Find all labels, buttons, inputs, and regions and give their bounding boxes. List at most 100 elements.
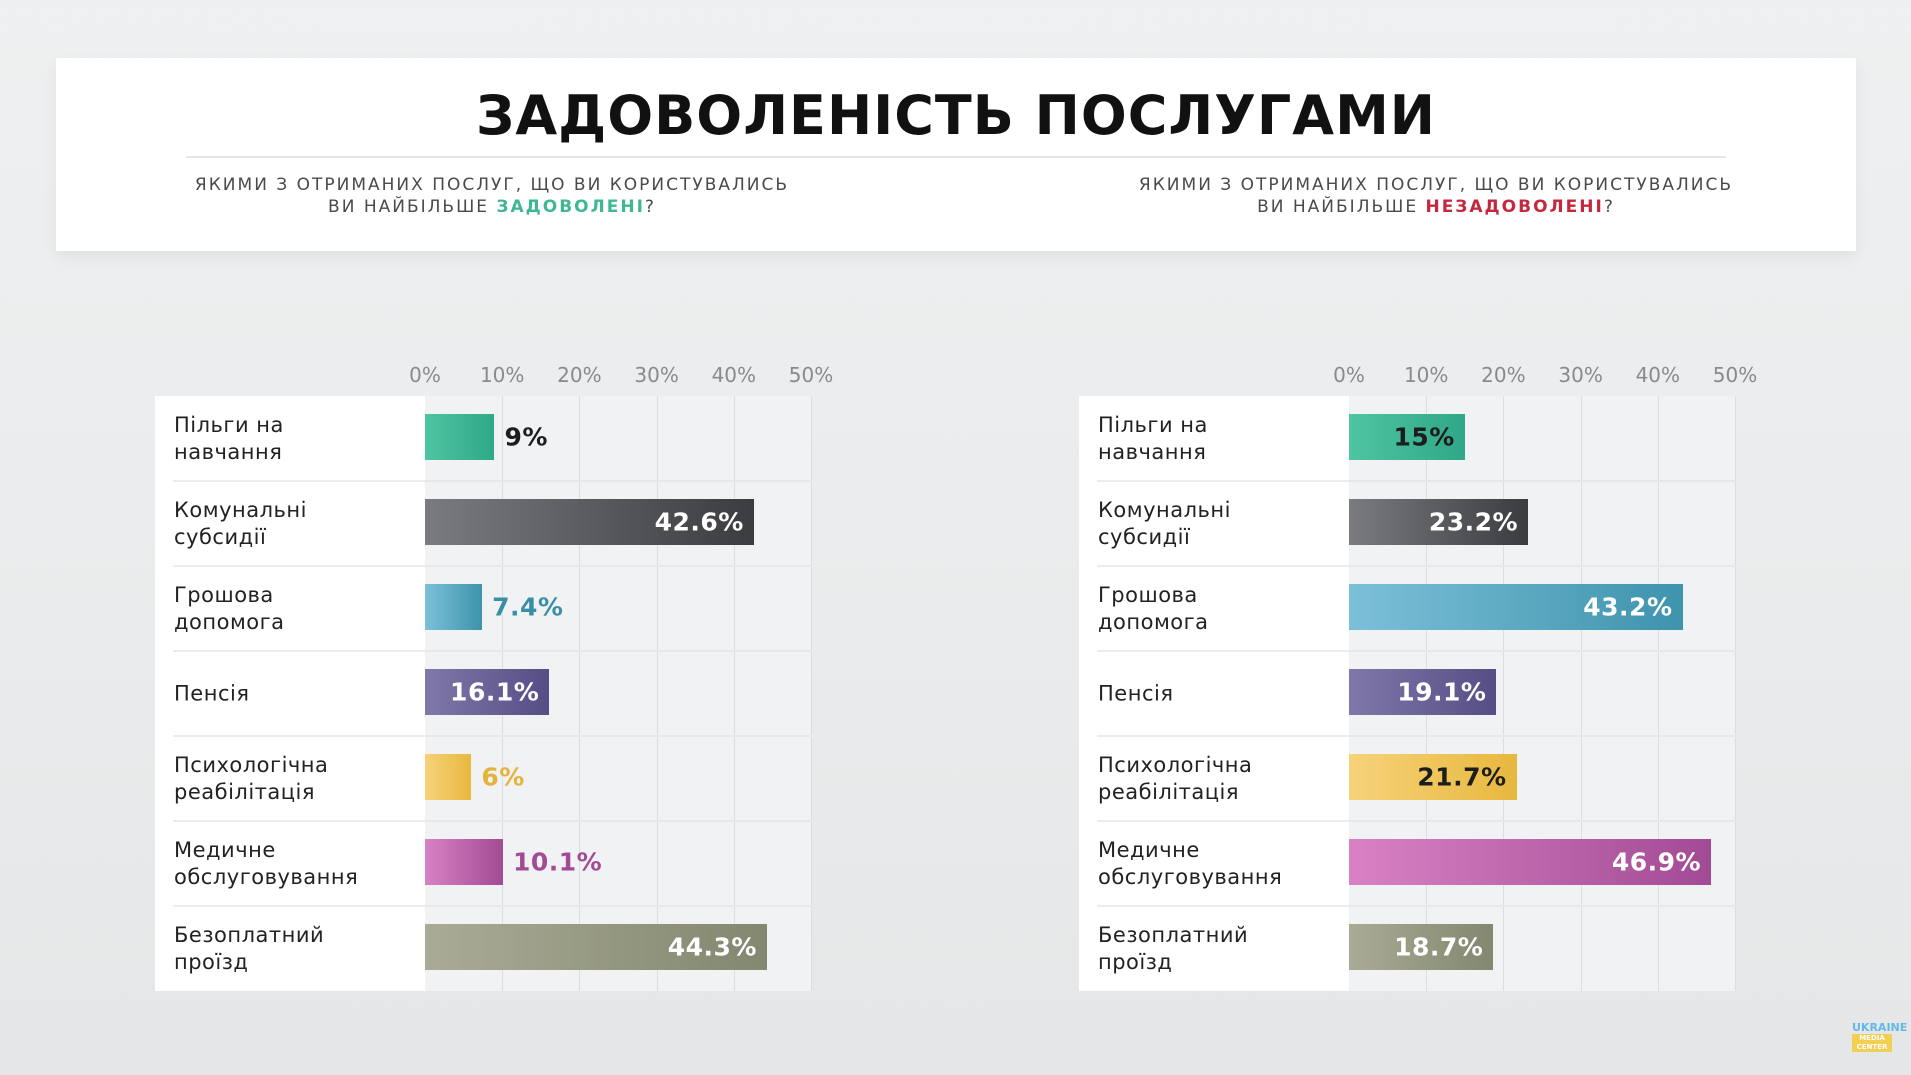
right-question-highlight: НЕЗАДОВОЛЕНІ xyxy=(1425,197,1604,217)
bar-row: Медичне обслуговування 10.1% xyxy=(155,821,815,906)
bar: 23.2% xyxy=(1349,499,1529,545)
x-axis-tick: 50% xyxy=(1712,363,1758,387)
gridline-horizontal xyxy=(425,480,812,482)
dissatisfied-chart: 0% 10% 20% 30% 40% 50% Пільги на навчання 15% Ко… xyxy=(1079,355,1911,995)
gridline-horizontal xyxy=(1349,480,1736,482)
left-question-prefix: ВИ НАЙБІЛЬШЕ xyxy=(328,197,497,217)
bar: 10.1% xyxy=(425,839,602,885)
gridline-vertical xyxy=(1657,396,1659,991)
left-question-line1: ЯКИМИ З ОТРИМАНИХ ПОСЛУГ, ЩО ВИ КОРИСТУВ… xyxy=(194,175,790,195)
bar-row: Пенсія 19.1% xyxy=(1079,651,1739,736)
bar-value-label: 46.9% xyxy=(1611,847,1702,877)
gridline-horizontal xyxy=(425,735,812,737)
gridline-horizontal xyxy=(1349,905,1736,907)
bar: 46.9% xyxy=(1349,839,1712,885)
category-label: Комунальні субсидії xyxy=(174,497,307,549)
row-separator xyxy=(1097,735,1349,737)
right-question-line1: ЯКИМИ З ОТРИМАНИХ ПОСЛУГ, ЩО ВИ КОРИСТУВ… xyxy=(1138,175,1734,195)
gridline-horizontal xyxy=(425,650,812,652)
row-separator xyxy=(1097,820,1349,822)
category-label: Грошова допомога xyxy=(1098,582,1209,634)
gridline-vertical xyxy=(1735,396,1736,991)
x-axis-tick: 30% xyxy=(634,363,679,387)
gridline-vertical xyxy=(811,396,812,991)
bar: 19.1% xyxy=(1349,669,1497,715)
bar: 7.4% xyxy=(425,584,563,630)
x-axis-tick: 10% xyxy=(1403,363,1449,387)
bar-row: Грошова допомога 43.2% xyxy=(1079,566,1739,651)
logo-bottom-text: MEDIA CENTER xyxy=(1852,1034,1892,1052)
left-question-line2: ВИ НАЙБІЛЬШЕ ЗАДОВОЛЕНІ? xyxy=(182,196,802,218)
x-axis-tick: 0% xyxy=(1333,363,1365,387)
category-label: Безоплатний проїзд xyxy=(174,922,325,974)
row-separator xyxy=(1097,480,1349,482)
header-card: ЗАДОВОЛЕНІСТЬ ПОСЛУГАМИ ЯКИМИ З ОТРИМАНИ… xyxy=(56,58,1856,251)
bar-value-label: 10.1% xyxy=(512,847,603,877)
x-axis-ticks: 0% 10% 20% 30% 40% 50% xyxy=(409,355,845,387)
left-question: ЯКИМИ З ОТРИМАНИХ ПОСЛУГ, ЩО ВИ КОРИСТУВ… xyxy=(182,174,802,218)
gridline-horizontal xyxy=(425,565,812,567)
bar: 42.6% xyxy=(425,499,754,545)
row-separator xyxy=(173,480,425,482)
x-axis-tick: 20% xyxy=(557,363,602,387)
bar-value-label: 7.4% xyxy=(492,592,564,622)
row-separator xyxy=(173,820,425,822)
gridline-vertical xyxy=(656,396,658,991)
category-label: Психологічна реабілітація xyxy=(1098,752,1253,804)
right-question-line2: ВИ НАЙБІЛЬШЕ НЕЗАДОВОЛЕНІ? xyxy=(1126,196,1746,218)
x-axis-ticks: 0% 10% 20% 30% 40% 50% xyxy=(1333,355,1769,387)
bar: 21.7% xyxy=(1349,754,1517,800)
row-separator xyxy=(1097,905,1349,907)
bar-row: Психологічна реабілітація 6% xyxy=(155,736,815,821)
ukraine-media-center-logo: UKRAINE MEDIA CENTER xyxy=(1852,1021,1908,1052)
category-label: Пенсія xyxy=(1098,681,1174,705)
gridline-vertical xyxy=(1503,396,1505,991)
left-question-highlight: ЗАДОВОЛЕНІ xyxy=(496,197,645,217)
bar-row: Комунальні субсидії 23.2% xyxy=(1079,481,1739,566)
bar-value-label: 21.7% xyxy=(1417,762,1507,792)
category-label-panel xyxy=(155,396,425,991)
right-question-suffix: ? xyxy=(1603,197,1615,217)
bar-value-label: 16.1% xyxy=(450,677,540,707)
category-label: Пільги на навчання xyxy=(1098,412,1208,464)
satisfied-chart: 0% 10% 20% 30% 40% 50% Пільги на навчання 9% Ком… xyxy=(155,355,1015,995)
category-label-panel xyxy=(1079,396,1349,991)
category-label: Пільги на навчання xyxy=(174,412,284,464)
bar: 43.2% xyxy=(1349,584,1683,630)
bar-row: Пенсія 16.1% xyxy=(155,651,815,736)
bar-row: Психологічна реабілітація 21.7% xyxy=(1079,736,1739,821)
logo-top-text: UKRAINE xyxy=(1852,1021,1908,1034)
category-label: Пенсія xyxy=(174,681,250,705)
bar: 18.7% xyxy=(1349,924,1494,970)
right-question: ЯКИМИ З ОТРИМАНИХ ПОСЛУГ, ЩО ВИ КОРИСТУВ… xyxy=(1126,174,1746,218)
gridline-horizontal xyxy=(1349,650,1736,652)
bar-row: Комунальні субсидії 42.6% xyxy=(155,481,815,566)
category-label: Психологічна реабілітація xyxy=(174,752,329,804)
gridline-horizontal xyxy=(1349,820,1736,822)
category-label: Комунальні субсидії xyxy=(1098,497,1231,549)
bar-value-label: 18.7% xyxy=(1394,932,1484,962)
row-separator xyxy=(1097,565,1349,567)
row-separator xyxy=(173,565,425,567)
bar-value-label: 42.6% xyxy=(654,507,744,537)
bar-row: Пільги на навчання 9% xyxy=(155,396,815,481)
x-axis-tick: 40% xyxy=(711,363,757,387)
gridline-vertical xyxy=(579,396,581,991)
bar-value-label: 9% xyxy=(504,422,548,452)
x-axis-tick: 40% xyxy=(1635,363,1681,387)
bar-value-label: 19.1% xyxy=(1397,677,1487,707)
title-divider xyxy=(186,156,1726,158)
gridline-horizontal xyxy=(425,820,812,822)
category-label: Грошова допомога xyxy=(174,582,285,634)
bar: 9% xyxy=(425,414,547,460)
bar-value-label: 6% xyxy=(481,762,525,792)
row-separator xyxy=(1097,650,1349,652)
gridline-horizontal xyxy=(425,905,812,907)
bar: 6% xyxy=(425,754,524,800)
bar-row: Грошова допомога 7.4% xyxy=(155,566,815,651)
bar-value-label: 44.3% xyxy=(667,932,757,962)
x-axis-tick: 0% xyxy=(409,363,441,387)
row-separator xyxy=(173,735,425,737)
plot-area: Пільги на навчання 15% Комунальні субсидії… xyxy=(1079,396,1739,991)
left-question-suffix: ? xyxy=(644,197,656,217)
